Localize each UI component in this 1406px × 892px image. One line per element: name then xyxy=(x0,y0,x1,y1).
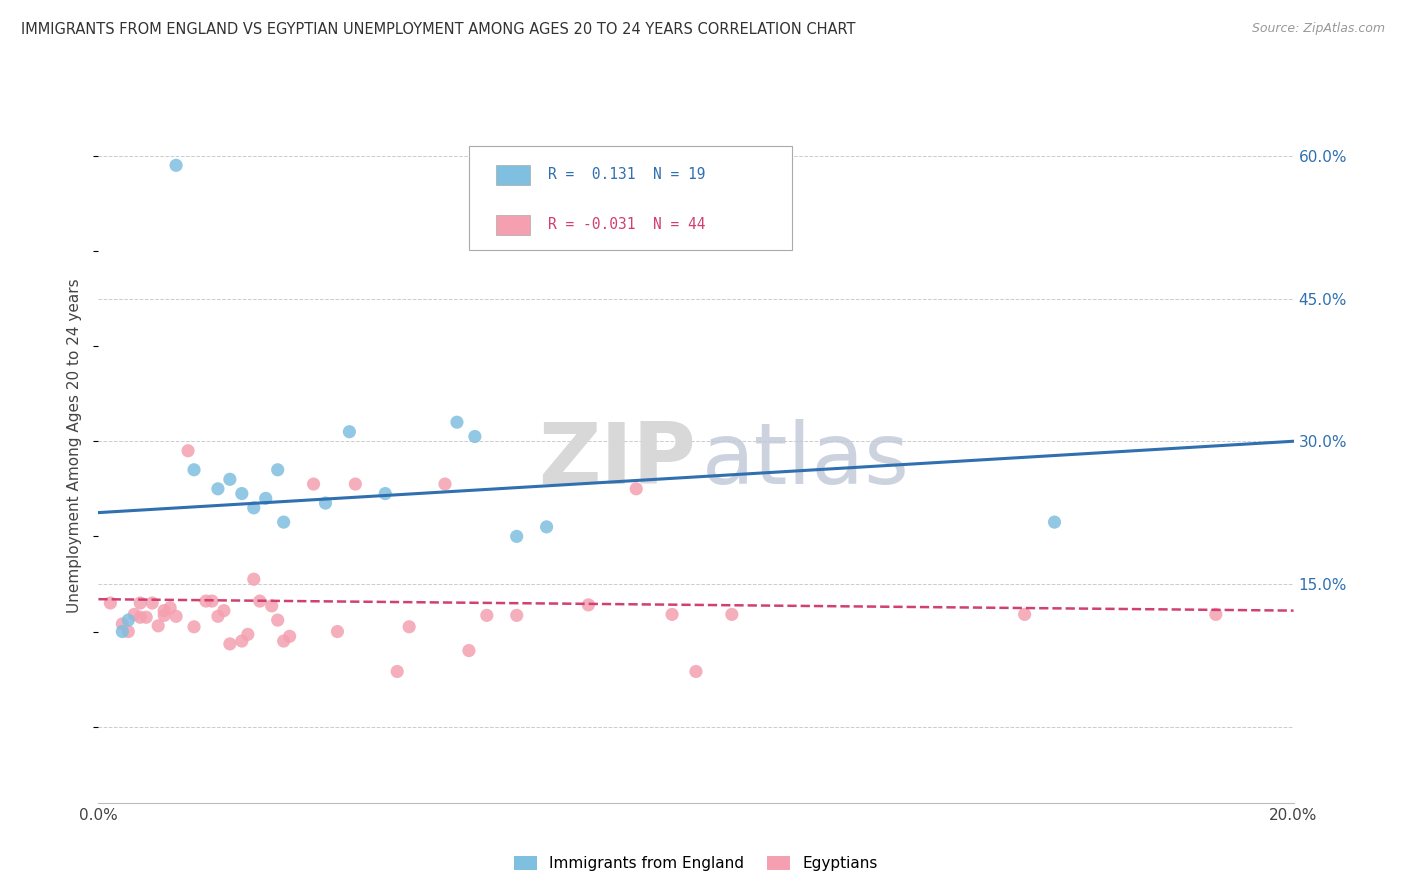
Point xyxy=(721,607,744,622)
Point xyxy=(1043,515,1066,529)
Point xyxy=(506,608,529,623)
FancyBboxPatch shape xyxy=(470,146,792,250)
Point xyxy=(398,620,420,634)
Point xyxy=(231,486,253,500)
Text: R = -0.031  N = 44: R = -0.031 N = 44 xyxy=(548,218,706,232)
Point xyxy=(578,598,600,612)
Point xyxy=(111,616,134,631)
Point xyxy=(446,415,468,429)
Point xyxy=(207,482,229,496)
Point xyxy=(267,613,290,627)
Point xyxy=(302,477,325,491)
Point xyxy=(434,477,457,491)
Y-axis label: Unemployment Among Ages 20 to 24 years: Unemployment Among Ages 20 to 24 years xyxy=(67,278,83,614)
Point xyxy=(236,627,259,641)
Point xyxy=(339,425,360,439)
Legend: Immigrants from England, Egyptians: Immigrants from England, Egyptians xyxy=(508,850,884,877)
Point xyxy=(159,600,181,615)
Point xyxy=(201,594,224,608)
Point xyxy=(153,604,176,618)
Point xyxy=(254,491,277,506)
Point xyxy=(117,613,139,627)
Point xyxy=(129,596,152,610)
Point xyxy=(183,620,205,634)
Point xyxy=(267,463,290,477)
Point xyxy=(464,429,486,443)
Point xyxy=(212,604,235,618)
Point xyxy=(1205,607,1227,622)
Point xyxy=(1014,607,1036,622)
Point xyxy=(315,496,337,510)
Point xyxy=(153,608,176,623)
Point xyxy=(195,594,218,608)
Point xyxy=(124,607,146,622)
Point xyxy=(129,610,152,624)
Point xyxy=(273,515,295,529)
Point xyxy=(141,596,163,610)
Point xyxy=(117,624,139,639)
Text: ZIP: ZIP xyxy=(538,418,696,502)
Point xyxy=(100,596,122,610)
Point xyxy=(243,572,266,586)
Point xyxy=(278,629,301,643)
Point xyxy=(326,624,349,639)
Text: R =  0.131  N = 19: R = 0.131 N = 19 xyxy=(548,168,706,182)
Point xyxy=(685,665,707,679)
FancyBboxPatch shape xyxy=(496,215,530,235)
Point xyxy=(219,637,242,651)
Point xyxy=(260,599,283,613)
Point xyxy=(231,634,253,648)
Point xyxy=(165,609,187,624)
Point xyxy=(385,665,409,679)
Point xyxy=(135,610,157,624)
Point xyxy=(148,619,170,633)
Point xyxy=(111,624,134,639)
Point xyxy=(219,472,242,486)
Text: IMMIGRANTS FROM ENGLAND VS EGYPTIAN UNEMPLOYMENT AMONG AGES 20 TO 24 YEARS CORRE: IMMIGRANTS FROM ENGLAND VS EGYPTIAN UNEM… xyxy=(21,22,856,37)
Point xyxy=(374,486,396,500)
Point xyxy=(506,529,529,543)
FancyBboxPatch shape xyxy=(496,165,530,185)
Point xyxy=(661,607,683,622)
Point xyxy=(273,634,295,648)
Point xyxy=(626,482,648,496)
Text: atlas: atlas xyxy=(702,418,910,502)
Point xyxy=(177,443,200,458)
Point xyxy=(344,477,367,491)
Point xyxy=(165,158,187,172)
Point xyxy=(475,608,498,623)
Point xyxy=(536,520,558,534)
Text: Source: ZipAtlas.com: Source: ZipAtlas.com xyxy=(1251,22,1385,36)
Point xyxy=(249,594,271,608)
Point xyxy=(183,463,205,477)
Point xyxy=(207,609,229,624)
Point xyxy=(458,643,481,657)
Point xyxy=(243,500,266,515)
